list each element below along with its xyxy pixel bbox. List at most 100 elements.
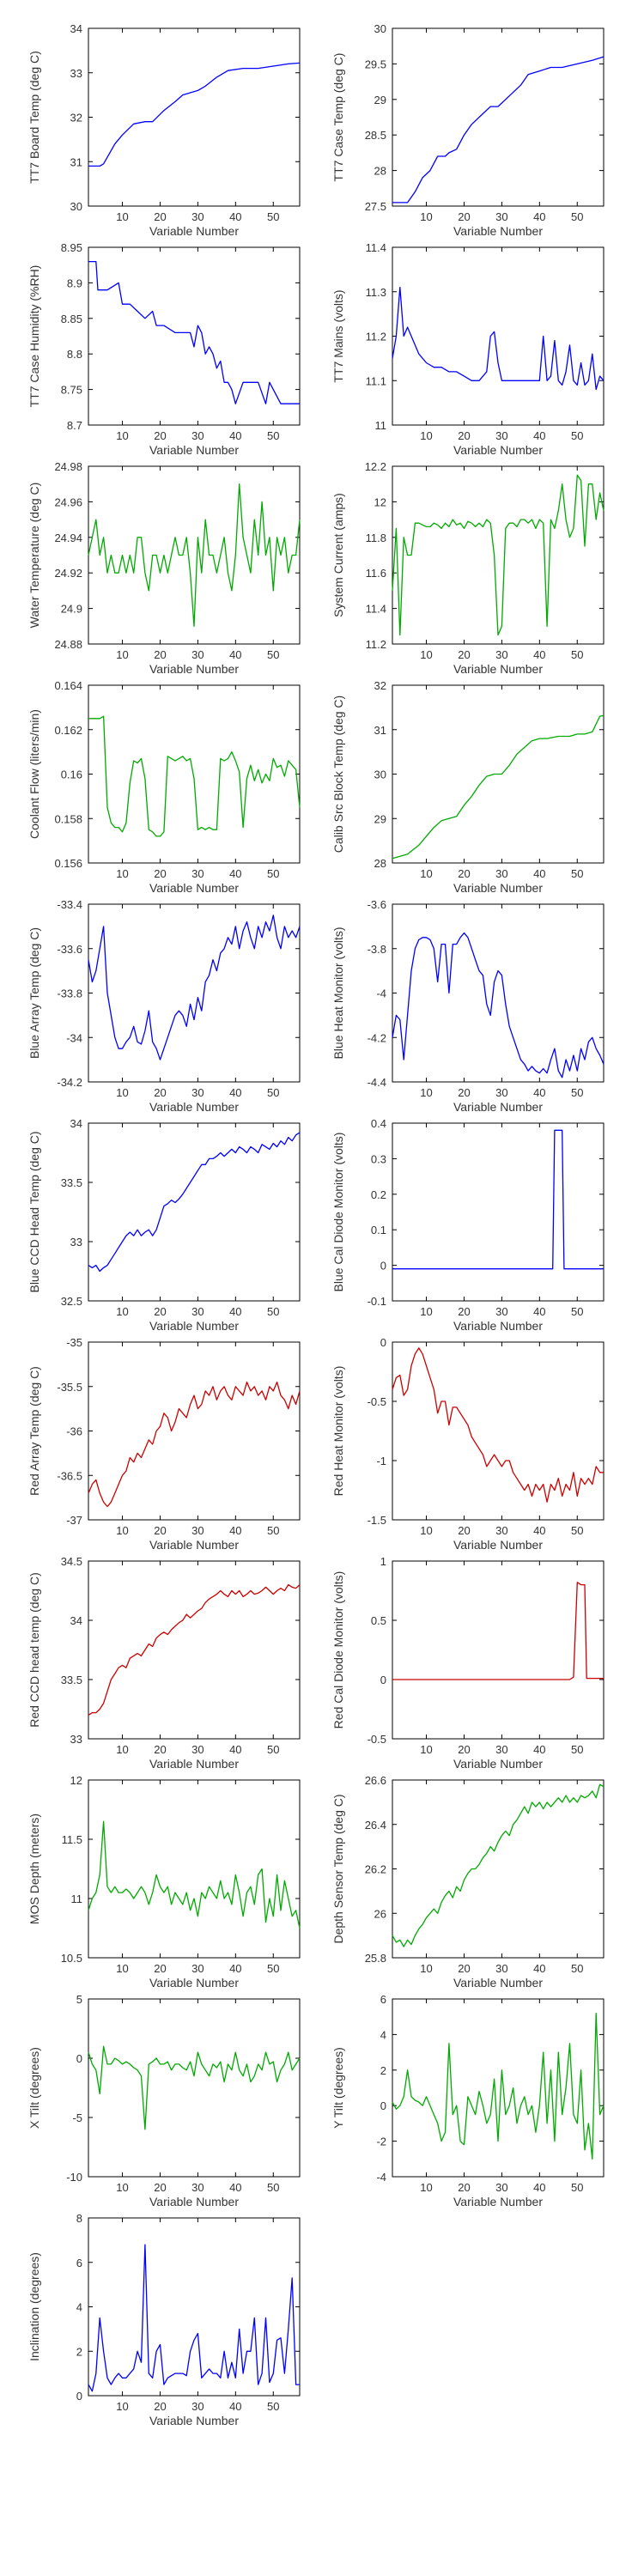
y-axis-label: Red Cal Diode Monitor (volts) <box>331 1571 345 1729</box>
y-tick-label: 11.2 <box>366 638 386 651</box>
y-tick-label: 8 <box>76 2212 82 2225</box>
x-tick-label: 50 <box>571 867 583 880</box>
x-tick-label: 20 <box>458 648 470 661</box>
y-tick-label: 34 <box>70 22 82 35</box>
series-line <box>392 1347 604 1503</box>
y-tick-label: 0.162 <box>54 724 82 737</box>
y-tick-label: 0.16 <box>61 769 82 781</box>
x-tick-label: 10 <box>116 2400 128 2413</box>
x-tick-label: 10 <box>420 867 432 880</box>
y-tick-label: 31 <box>70 155 82 168</box>
chart-panel: 10 20 30 40 50 11 11.1 11.2 11.3 11.4 Variable Num… <box>331 241 605 457</box>
y-axis-label: Red Array Temp (deg C) <box>27 1366 41 1496</box>
x-tick-label: 50 <box>571 1305 583 1318</box>
y-tick-label: 31 <box>374 724 386 737</box>
y-tick-label: 8.8 <box>67 348 82 361</box>
y-axis-label: Blue Cal Diode Monitor (volts) <box>331 1133 345 1292</box>
x-tick-label: 10 <box>116 2181 128 2194</box>
x-tick-label: 30 <box>191 1086 204 1099</box>
x-tick-label: 30 <box>495 210 507 223</box>
x-tick-label: 10 <box>116 1086 128 1099</box>
series-line <box>392 2012 605 2160</box>
x-axis-label: Variable Number <box>149 881 239 895</box>
x-axis-label: Variable Number <box>149 662 239 676</box>
y-tick-label: -1 <box>376 1455 386 1467</box>
x-tick-label: 40 <box>229 648 241 661</box>
y-tick-label: 11.3 <box>366 286 386 299</box>
y-tick-label: 11.2 <box>366 331 386 343</box>
y-tick-label: -33.6 <box>57 943 82 956</box>
y-tick-label: 0 <box>76 2052 82 2065</box>
x-axis-label: Variable Number <box>453 2195 543 2208</box>
series-line <box>88 1820 301 1929</box>
y-tick-label: 0.4 <box>371 1117 386 1130</box>
x-tick-label: 20 <box>154 867 166 880</box>
y-tick-label: 12 <box>70 1774 82 1787</box>
x-tick-label: 50 <box>571 1086 583 1099</box>
x-tick-label: 40 <box>533 1305 545 1318</box>
plot-frame <box>88 27 301 207</box>
y-tick-label: -34 <box>66 1031 82 1044</box>
series-line <box>88 1583 301 1716</box>
y-tick-label: 6 <box>380 1993 386 2006</box>
chart-panel: 10 20 30 40 50 -37 -36.5 -36 -35.5 -35 Variable Nu… <box>27 1336 301 1552</box>
plot-frame <box>392 27 605 207</box>
x-tick-label: 40 <box>229 1305 241 1318</box>
y-tick-label: 2 <box>76 2345 82 2358</box>
y-axis-label: TT7 Board Temp (deg C) <box>27 51 41 184</box>
y-axis-label: TT7 Mains (volts) <box>331 289 345 382</box>
x-tick-label: 40 <box>533 429 545 442</box>
chart-panel: 10 20 30 40 50 -0.1 0 0.1 0.2 0.3 0.4 Variable Numb… <box>331 1117 605 1333</box>
x-tick-label: 30 <box>495 2181 507 2194</box>
x-tick-label: 10 <box>116 648 128 661</box>
x-tick-label: 10 <box>420 429 432 442</box>
x-tick-label: 30 <box>191 648 204 661</box>
x-axis-label: Variable Number <box>149 1538 239 1552</box>
y-tick-label: -34.2 <box>57 1076 82 1089</box>
y-tick-label: -36.5 <box>57 1469 82 1482</box>
y-tick-label: 32 <box>374 679 386 692</box>
y-tick-label: 0.2 <box>371 1188 386 1201</box>
chart-panel: 10 20 30 40 50 -4.4 -4.2 -4 -3.8 -3.6 Variable Num… <box>331 898 605 1114</box>
x-tick-label: 10 <box>116 1743 128 1756</box>
x-tick-label: 30 <box>191 867 204 880</box>
x-tick-label: 20 <box>154 2400 166 2413</box>
x-tick-label: 40 <box>533 2181 545 2194</box>
x-tick-label: 10 <box>116 429 128 442</box>
y-tick-label: 29.5 <box>365 58 386 70</box>
y-tick-label: 11.6 <box>366 567 386 580</box>
x-tick-label: 50 <box>267 2400 279 2413</box>
y-axis-label: Water Temperature (deg C) <box>27 483 41 629</box>
y-tick-label: 11 <box>71 1893 83 1905</box>
y-axis-label: Inclination (degrees) <box>27 2252 41 2361</box>
x-tick-label: 20 <box>458 429 470 442</box>
y-axis-label: Red Heat Monitor (volts) <box>331 1366 345 1497</box>
y-tick-label: 32.5 <box>61 1295 82 1308</box>
x-tick-label: 50 <box>267 1524 279 1537</box>
y-tick-label: 30 <box>374 769 386 781</box>
x-tick-label: 50 <box>267 210 279 223</box>
x-tick-label: 40 <box>229 2400 241 2413</box>
y-axis-label: Blue CCD Head Temp (deg C) <box>27 1131 41 1292</box>
x-tick-label: 20 <box>458 1962 470 1975</box>
plot-frame <box>392 465 605 645</box>
x-tick-label: 30 <box>495 867 507 880</box>
x-axis-label: Variable Number <box>453 1757 543 1771</box>
plot-frame <box>88 1560 301 1740</box>
y-tick-label: 24.9 <box>61 603 82 616</box>
y-tick-label: 32 <box>70 112 82 125</box>
x-tick-label: 40 <box>229 867 241 880</box>
y-tick-label: -33.4 <box>57 898 82 911</box>
x-tick-label: 10 <box>116 1305 128 1318</box>
x-tick-label: 30 <box>191 1743 204 1756</box>
x-tick-label: 50 <box>267 1305 279 1318</box>
x-tick-label: 10 <box>420 1086 432 1099</box>
y-tick-label: -4.4 <box>368 1076 386 1089</box>
x-tick-label: 10 <box>116 210 128 223</box>
x-tick-label: 20 <box>458 1524 470 1537</box>
x-tick-label: 40 <box>229 2181 241 2194</box>
x-tick-label: 20 <box>154 1524 166 1537</box>
x-tick-label: 30 <box>191 1524 204 1537</box>
x-tick-label: 20 <box>458 210 470 223</box>
